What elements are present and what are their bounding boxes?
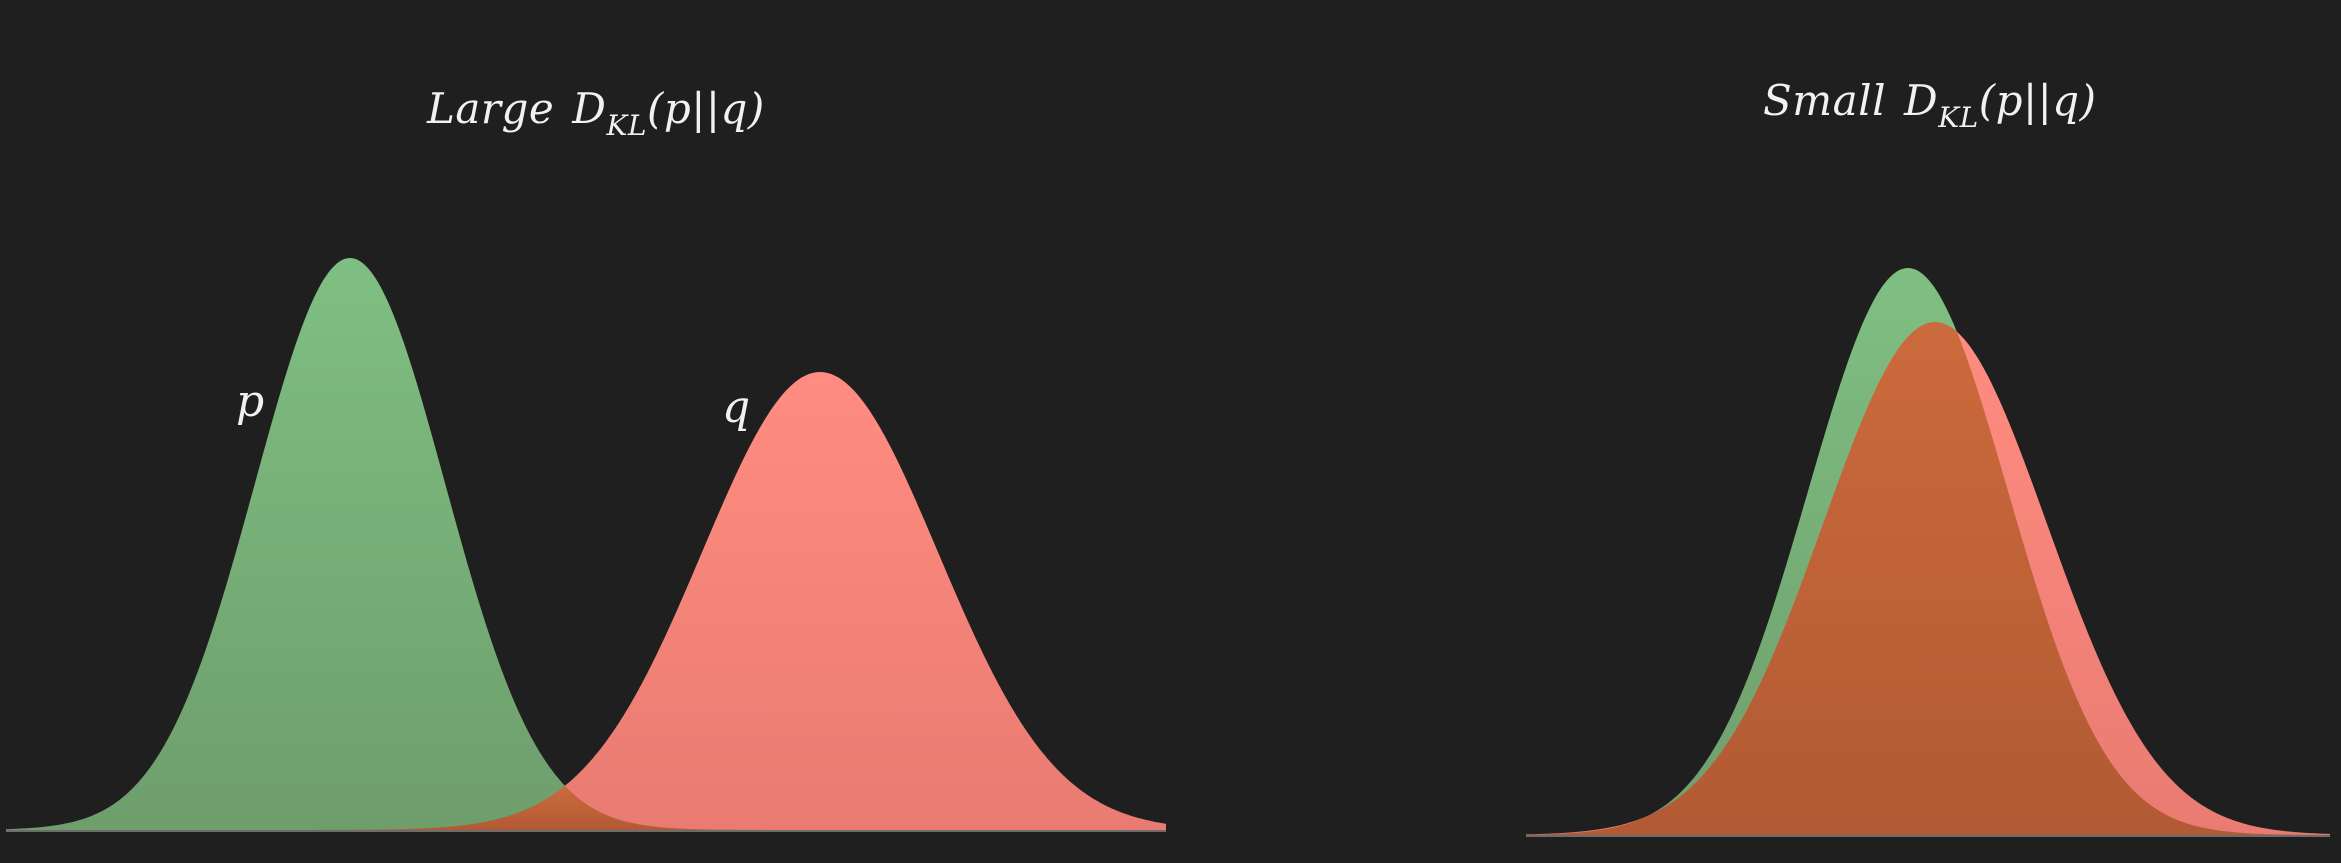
overlap-region (6, 786, 1166, 830)
q-curve-label: q (722, 382, 751, 433)
p-distribution-curve (6, 258, 1166, 830)
title-adjective: Small (1763, 76, 1887, 125)
left-panel-large-kl (6, 258, 1166, 832)
title-adjective: Large (427, 84, 555, 133)
q-distribution-curve (6, 372, 1166, 830)
title-subscript: KL (1938, 101, 1979, 134)
title-symbol: D (572, 84, 607, 133)
right-panel-title: Small DKL(p||q) (1763, 76, 2097, 134)
overlap-region (1526, 322, 2330, 835)
left-panel-title: Large DKL(p||q) (427, 84, 765, 142)
title-argument: (p||q) (646, 84, 765, 133)
title-subscript: KL (606, 109, 647, 142)
title-argument: (p||q) (1978, 76, 2097, 125)
right-panel-small-kl (1526, 268, 2330, 837)
title-symbol: D (1904, 76, 1939, 125)
p-curve-label: p (236, 376, 265, 427)
